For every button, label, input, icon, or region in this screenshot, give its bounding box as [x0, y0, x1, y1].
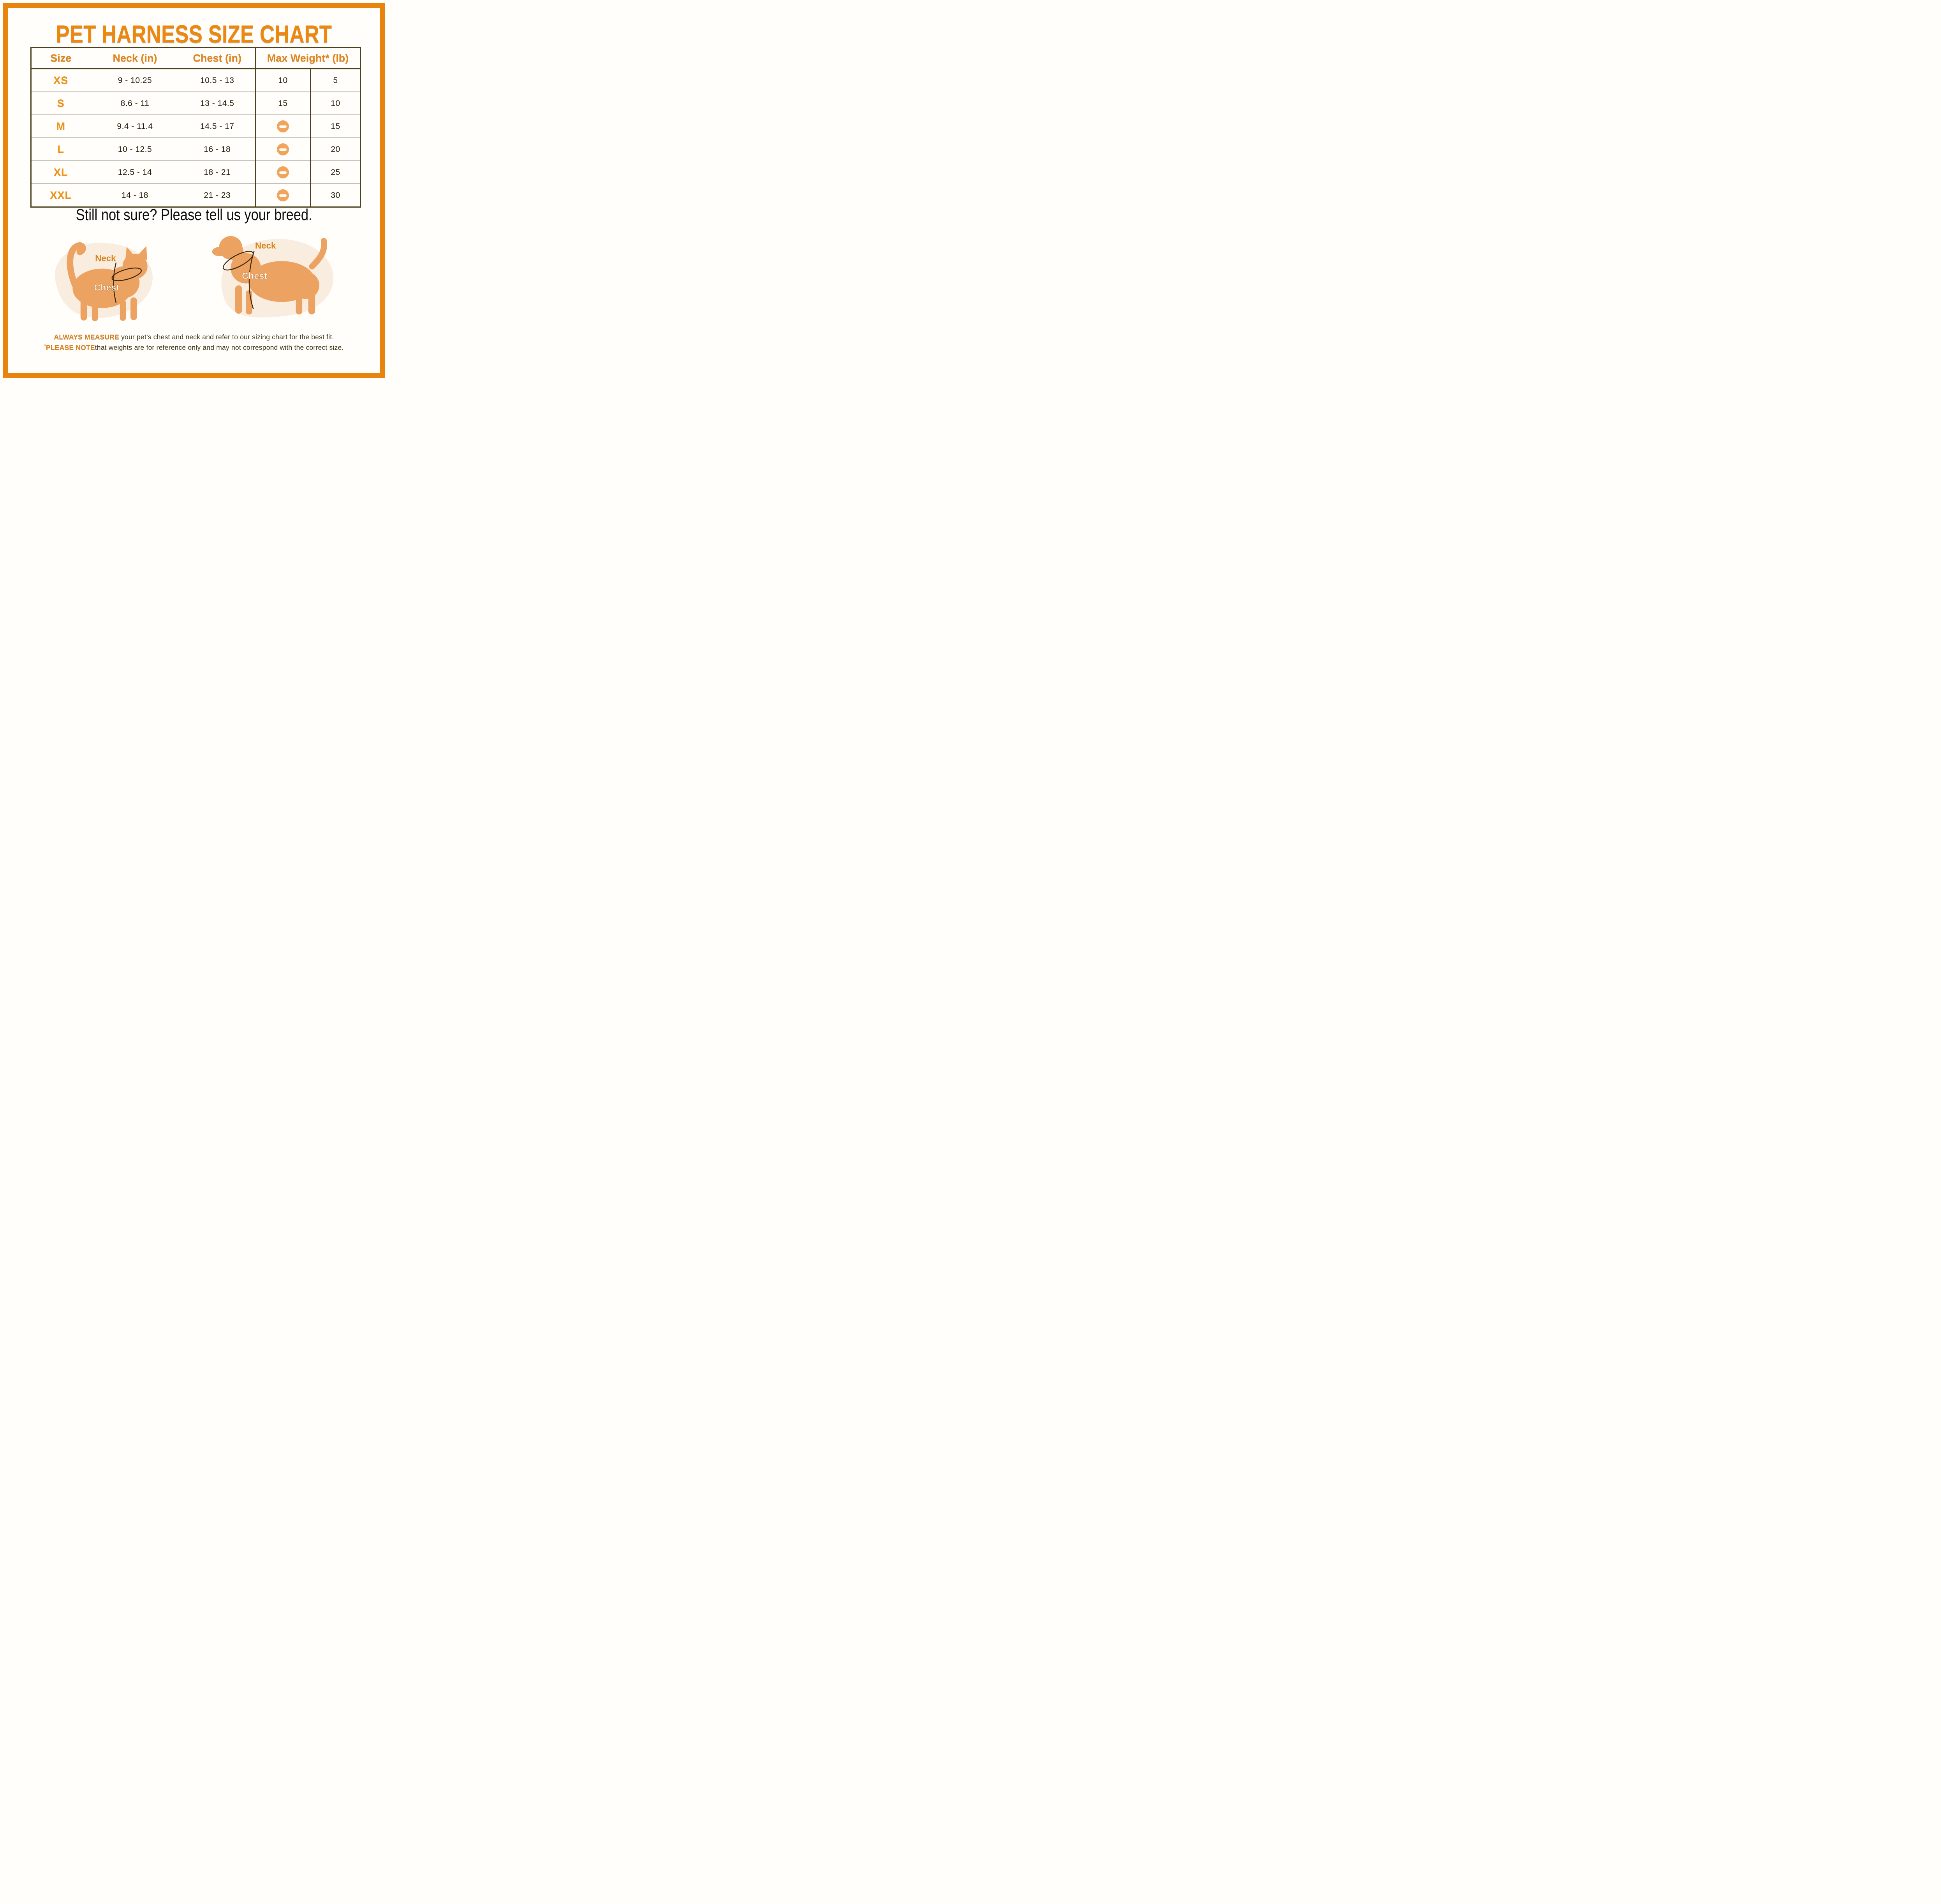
value-cell: 25 — [310, 160, 361, 184]
table-row: XXL 14 - 18 21 - 23 30 — [31, 183, 361, 207]
value-cell: 9.4 - 11.4 — [90, 115, 180, 138]
value-cell — [255, 115, 311, 138]
footnote-mark: * — [44, 344, 46, 348]
dog-figure-svg: Neck Chest — [212, 236, 334, 318]
measurement-illustrations: Neck Chest Neck — [0, 223, 388, 333]
value-cell: 13 - 14.5 — [180, 92, 255, 115]
header-size: Size — [31, 47, 90, 69]
value-cell: 10 — [255, 69, 311, 92]
minus-icon — [277, 189, 289, 201]
size-cell: XS — [53, 74, 69, 86]
minus-icon — [277, 120, 289, 132]
dog-measure-lines — [223, 250, 255, 310]
size-cell: S — [31, 92, 90, 115]
page-title: PET HARNESS SIZE CHART — [0, 20, 388, 48]
value-cell: 8.6 - 11 — [90, 92, 180, 115]
dog-neck-label: Neck — [255, 241, 276, 250]
minus-icon — [277, 166, 289, 178]
footer-line1-bold: ALWAYS MEASURE — [54, 333, 120, 341]
minus-icon — [277, 143, 289, 155]
footer-line2-bold: PLEASE NOTE — [46, 343, 95, 351]
value-cell: 9 - 10.25 — [118, 76, 152, 85]
header-max-weight: Max Weight* (lb) — [254, 47, 361, 69]
value-cell: 5 — [310, 69, 361, 92]
size-cell: M — [31, 115, 90, 138]
value-cell: 14.5 - 17 — [180, 115, 255, 138]
table-row: S 8.6 - 11 13 - 14.5 15 10 — [31, 92, 361, 115]
size-chart-table: Size Neck (in) Chest (in) Max Weight* (l… — [30, 47, 361, 208]
size-cell: XXL — [31, 183, 90, 207]
cat-illustration: Neck Chest — [35, 225, 173, 331]
value-cell: 18 - 21 — [180, 160, 255, 184]
dog-illustration: Neck Chest — [200, 223, 352, 333]
footer-line-1: ALWAYS MEASURE your pet’s chest and neck… — [0, 333, 388, 342]
cat-figure-svg: Neck Chest — [55, 242, 153, 321]
table-row: XL 12.5 - 14 18 - 21 25 — [31, 160, 361, 184]
value-cell: 12.5 - 14 — [90, 160, 180, 184]
footer-line2-text: that weights are for reference only and … — [95, 343, 344, 351]
value-cell: 10 — [310, 92, 361, 115]
subtitle-text: Still not sure? Please tell us your bree… — [76, 206, 312, 224]
dog-chest-label: Chest — [242, 271, 267, 281]
table-row: L 10 - 12.5 16 - 18 20 — [31, 138, 361, 161]
cat-chest-strap — [113, 262, 117, 303]
subtitle: Still not sure? Please tell us your bree… — [0, 206, 388, 224]
value-cell: 20 — [310, 138, 361, 161]
size-cell: L — [31, 138, 90, 161]
cat-silhouette — [67, 242, 148, 321]
value-cell: 15 — [255, 92, 311, 115]
value-cell — [255, 183, 311, 207]
header-neck: Neck (in) — [90, 47, 180, 69]
cat-neck-label: Neck — [95, 253, 116, 263]
footer-line1-text: your pet’s chest and neck and refer to o… — [119, 333, 334, 341]
value-cell: 15 — [310, 115, 361, 138]
value-cell: 14 - 18 — [90, 183, 180, 207]
dog-tail — [309, 238, 328, 270]
page-title-text: PET HARNESS SIZE CHART — [56, 21, 332, 48]
footer-line-2: *PLEASE NOTEthat weights are for referen… — [0, 342, 388, 352]
value-cell: 16 - 18 — [180, 138, 255, 161]
cat-neck-strap — [111, 267, 142, 281]
value-cell: 30 — [310, 183, 361, 207]
cat-tail — [67, 242, 86, 288]
cat-measure-lines — [111, 262, 142, 303]
size-cell: XL — [31, 160, 90, 184]
table-row: XS 9 - 10.25 10.5 - 13 10 5 — [31, 69, 361, 92]
footer-notes: ALWAYS MEASURE your pet’s chest and neck… — [0, 333, 388, 352]
dog-chest-strap — [248, 250, 255, 310]
value-cell — [255, 138, 311, 161]
table-row: M 9.4 - 11.4 14.5 - 17 15 — [31, 115, 361, 138]
cat-chest-label: Chest — [94, 282, 119, 293]
dog-silhouette — [212, 236, 328, 315]
table-header-row: Size Neck (in) Chest (in) Max Weight* (l… — [31, 47, 361, 69]
value-cell: 21 - 23 — [180, 183, 255, 207]
size-table-body: XS 9 - 10.25 10.5 - 13 10 5 S 8.6 - 11 13 - 14.… — [31, 69, 361, 207]
dog-neck-strap — [223, 251, 254, 271]
value-cell: 10 - 12.5 — [90, 138, 180, 161]
value-cell — [255, 160, 311, 184]
header-chest: Chest (in) — [180, 47, 255, 69]
value-cell: 10.5 - 13 — [200, 76, 234, 85]
